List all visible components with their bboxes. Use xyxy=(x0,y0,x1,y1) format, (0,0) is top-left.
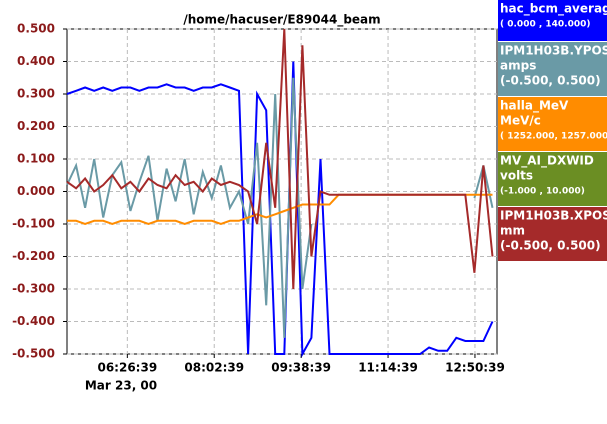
y-tick-label: 0.200 xyxy=(17,119,55,133)
y-tick-label: 0.100 xyxy=(17,152,55,166)
x-tick-label: 11:14:39 xyxy=(358,361,418,375)
y-tick-label: 0.400 xyxy=(17,54,55,68)
y-tick-label: -0.200 xyxy=(12,249,55,263)
y-tick-label: -0.100 xyxy=(12,217,55,231)
legend-range: ( 0.000 , 140.000) xyxy=(500,20,591,30)
y-tick-label: -0.500 xyxy=(12,347,55,361)
series-line xyxy=(66,28,494,290)
legend-unit: amps xyxy=(500,59,536,73)
legend-range: (-0.500, 0.500) xyxy=(500,74,601,88)
legend-name: IPM1H03B.YPOS xyxy=(500,44,607,58)
legend-unit: MeV/c xyxy=(500,114,541,128)
y-tick-label: -0.300 xyxy=(12,282,55,296)
legend-range: (-0.500, 0.500) xyxy=(500,239,601,253)
x-tick-label: 09:38:39 xyxy=(271,361,331,375)
legend-unit: mm xyxy=(500,224,525,238)
legend-box xyxy=(498,207,607,261)
legend-box xyxy=(498,152,607,206)
legend-range: (-1.000 , 10.000) xyxy=(500,187,585,197)
x-tick-label: 12:50:39 xyxy=(445,361,505,375)
y-tick-label: -0.400 xyxy=(12,314,55,328)
legend-name: IPM1H03B.XPOS xyxy=(500,209,607,223)
legend-name: MV_AI_DXWID xyxy=(500,154,594,169)
x-tick-label: 06:26:39 xyxy=(97,361,157,375)
date-label: Mar 23, 00 xyxy=(85,379,157,393)
legend-box xyxy=(498,0,607,41)
y-tick-label: 0.300 xyxy=(17,87,55,101)
legend-name: halla_MeV xyxy=(500,99,569,114)
legend-box xyxy=(498,42,607,96)
legend-unit: volts xyxy=(500,169,533,183)
x-tick-label: 08:02:39 xyxy=(184,361,244,375)
y-tick-label: 0.000 xyxy=(17,184,55,198)
y-tick-label: 0.500 xyxy=(17,22,55,36)
series-line xyxy=(66,61,494,358)
legend-entry: hac_bcm_average ( 0.000 , 140.000) xyxy=(498,0,607,41)
legend-name: hac_bcm_average xyxy=(500,2,607,17)
legend-range: ( 1252.000, 1257.000) xyxy=(500,132,607,142)
chart-title: /home/hacuser/E89044_beam xyxy=(183,13,380,28)
legend-box xyxy=(498,97,607,151)
